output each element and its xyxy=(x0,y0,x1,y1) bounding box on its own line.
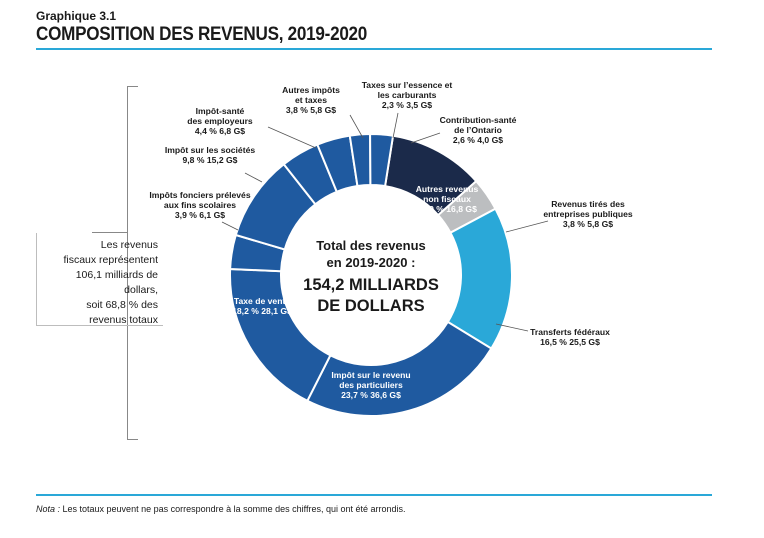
slice-name-label: Taxe de vente xyxy=(234,296,290,306)
slice-value-label: 16,5 % 25,5 G$ xyxy=(540,337,600,347)
footnote-text: Les totaux peuvent ne pas correspondre à… xyxy=(60,504,406,514)
slice-value-label: 3,9 % 6,1 G$ xyxy=(175,210,225,220)
slice-value-label: 23,7 % 36,6 G$ xyxy=(341,390,401,400)
center-label-line4: DE DOLLARS xyxy=(317,297,424,315)
slice-name-label: Revenus tirés des xyxy=(551,199,625,209)
slice-name-label: de l’Ontario xyxy=(454,125,502,135)
leader-line xyxy=(221,221,239,231)
figure-label: Graphique 3.1 xyxy=(36,9,117,23)
slice-value-label: 4,4 % 6,8 G$ xyxy=(195,126,245,136)
slice-value-label: 10,9 % 16,8 G$ xyxy=(417,204,477,214)
side-note-box xyxy=(36,233,163,326)
slice-name-label: et taxes xyxy=(295,95,327,105)
center-label: Total des revenus en 2019-2020 : 154,2 M… xyxy=(303,238,439,315)
leader-line xyxy=(349,114,364,139)
center-label-line1: Total des revenus xyxy=(316,238,426,253)
slice-name-label: Taxes sur l’essence et xyxy=(362,80,453,90)
side-note-line: revenus totaux xyxy=(89,314,158,326)
slice-name-label: Impôt-santé xyxy=(196,106,245,116)
slice-value-label: 9,8 % 15,2 G$ xyxy=(183,155,238,165)
slice-name-label: aux fins scolaires xyxy=(164,200,236,210)
slice-name-label: Autres impôts xyxy=(282,85,340,95)
leader-line xyxy=(505,220,549,233)
leader-lines xyxy=(221,112,549,332)
footnote-label: Nota : xyxy=(36,504,61,514)
donut-slices xyxy=(229,132,513,417)
tax-revenue-bracket xyxy=(127,86,138,440)
side-note: Les revenus fiscaux représentent 106,1 m… xyxy=(40,238,158,328)
footnote: Nota : Les totaux peuvent ne pas corresp… xyxy=(36,504,406,514)
slice-name-label: Impôt sur les sociétés xyxy=(165,145,255,155)
center-label-line3: 154,2 MILLIARDS xyxy=(303,276,439,294)
leader-line xyxy=(244,172,263,183)
donut-slice xyxy=(369,133,395,188)
center-label-line2: en 2019-2020 : xyxy=(327,255,416,270)
side-note-line: fiscaux représentent xyxy=(63,254,158,266)
slice-value-label: 2,6 % 4,0 G$ xyxy=(453,135,503,145)
leader-line xyxy=(392,112,399,139)
chart-title: COMPOSITION DES REVENUS, 2019-2020 xyxy=(36,24,368,45)
side-note-line: soit 68,8 % des xyxy=(86,299,158,311)
title-rule xyxy=(36,48,712,50)
slice-name-label: des particuliers xyxy=(339,380,403,390)
slice-name-label: les carburants xyxy=(378,90,437,100)
slice-name-label: entreprises publiques xyxy=(543,209,633,219)
slice-value-label: 18,2 % 28,1 G$ xyxy=(232,306,292,316)
note-rule xyxy=(36,494,712,496)
slice-value-label: 3,8 % 5,8 G$ xyxy=(563,219,613,229)
slice-value-label: 3,8 % 5,8 G$ xyxy=(286,105,336,115)
slice-name-label: Autres revenus xyxy=(416,184,479,194)
side-note-line: 106,1 milliards de dollars, xyxy=(75,269,158,296)
leader-line xyxy=(410,132,441,144)
slice-name-label: Contribution-santé xyxy=(440,115,517,125)
slice-name-label: Impôt sur le revenu xyxy=(331,370,410,380)
leader-line xyxy=(495,323,529,332)
slice-value-label: 2,3 % 3,5 G$ xyxy=(382,100,432,110)
leader-line xyxy=(267,126,317,149)
slice-name-label: des employeurs xyxy=(187,116,253,126)
slice-name-label: Transferts fédéraux xyxy=(530,327,610,337)
bracket-connector xyxy=(92,232,127,233)
slice-name-label: non fiscaux xyxy=(423,194,471,204)
donut-slice xyxy=(305,320,493,417)
slice-name-label: Impôts fonciers prélevés xyxy=(149,190,250,200)
side-note-line: Les revenus xyxy=(100,239,158,251)
